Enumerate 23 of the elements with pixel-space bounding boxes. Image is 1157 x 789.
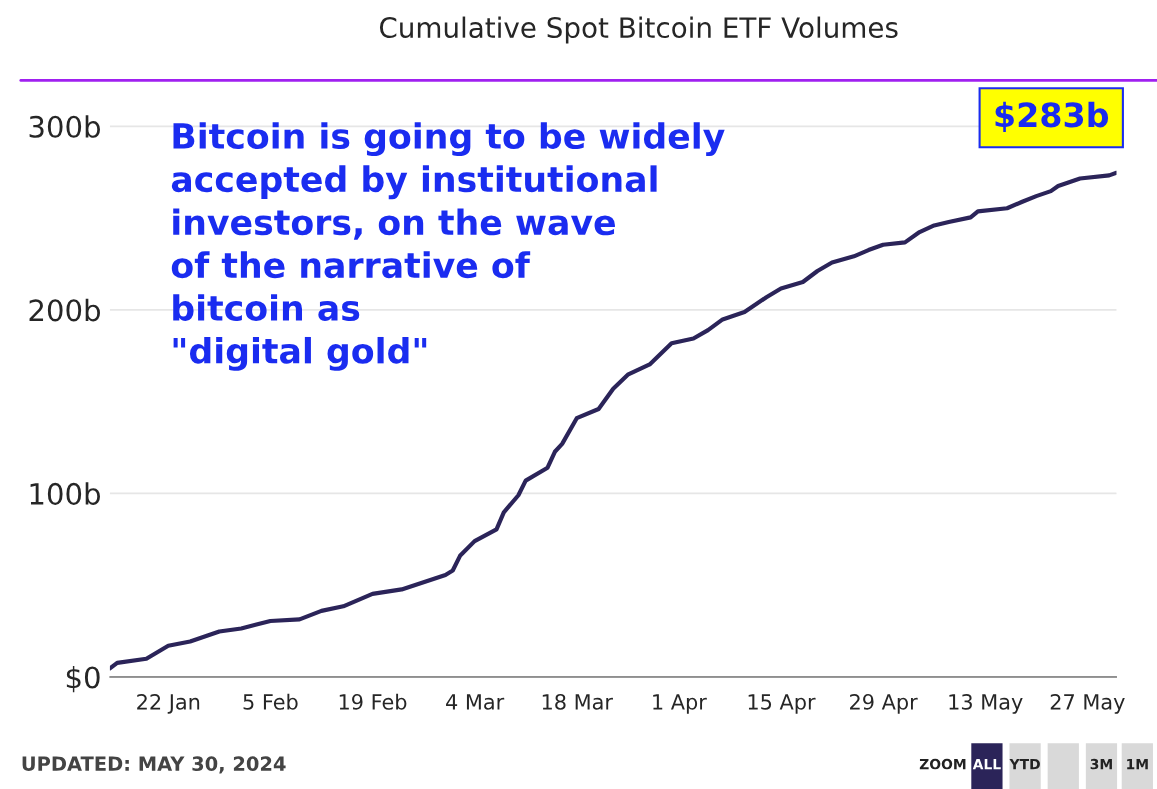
text: UPDATED: MAY 30, 2024	[22, 756, 286, 774]
x-tick-label: 13 May	[949, 694, 1023, 714]
x-tick-label: 4 Mar	[446, 694, 505, 710]
x-tick-label: 22 Jan	[137, 694, 200, 714]
annotation: $283b	[995, 101, 1109, 132]
y-tick-label: $0	[66, 665, 100, 693]
x-tick-label: 19 Feb	[339, 693, 407, 710]
x-tick-label: 18 Mar	[542, 694, 613, 710]
x-tick-label: 1 Apr	[653, 694, 707, 714]
x-tick-label: 15 Apr	[748, 694, 816, 714]
text: ALL	[972, 759, 1001, 770]
annotation: Bitcoin is going to be widely accepted by institutional investors, on the wave of the narrative of bitcoin as "digital gold"	[171, 122, 725, 371]
text: 1M	[1127, 759, 1148, 770]
x-tick-label: 27 May	[1050, 694, 1125, 714]
chart-title: Cumulative Spot Bitcoin ETF Volumes	[379, 16, 898, 44]
y-tick-label: 100b	[30, 482, 100, 505]
x-tick-label: 29 Apr	[850, 694, 918, 714]
text: YTD	[1009, 759, 1040, 770]
y-tick-label: 300b	[29, 115, 100, 138]
text: 3M	[1090, 758, 1112, 770]
x-tick-label: 5 Feb	[243, 693, 298, 710]
text: ZOOM	[919, 758, 966, 770]
y-tick-label: 200b	[29, 298, 100, 322]
